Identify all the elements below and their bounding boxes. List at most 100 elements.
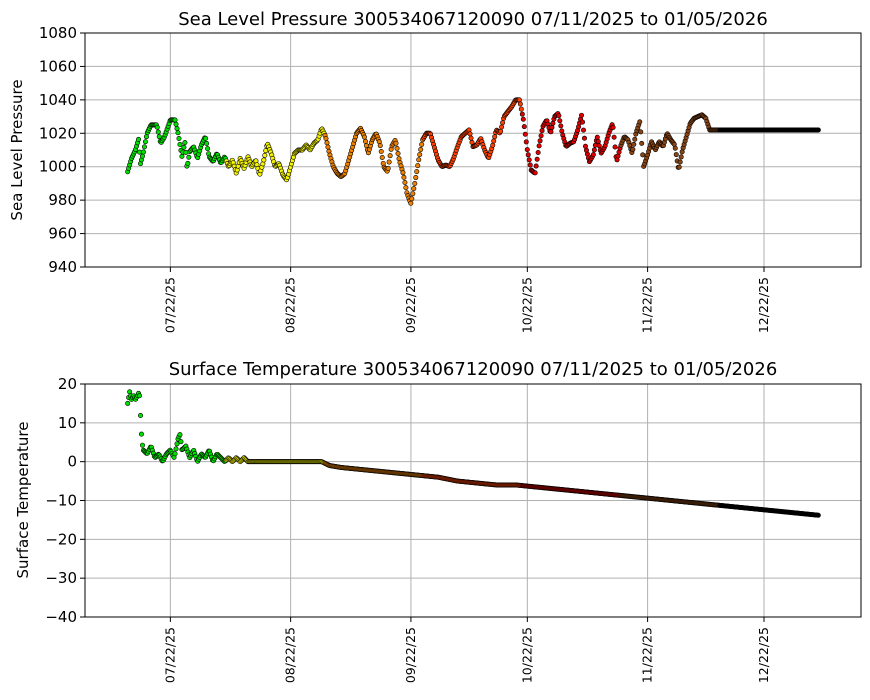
x-tick-label: 12/22/25 (756, 627, 771, 683)
data-point (518, 106, 524, 112)
data-point (182, 140, 188, 146)
x-tick-label: 10/22/25 (519, 277, 534, 333)
x-tick-label: 10/22/25 (519, 627, 534, 683)
data-point (418, 147, 424, 153)
data-point (520, 116, 526, 122)
data-point (517, 101, 523, 107)
data-point (177, 141, 183, 147)
data-point (173, 446, 179, 452)
data-point (379, 154, 385, 160)
data-point (679, 149, 685, 155)
y-tick-label: 1060 (39, 57, 77, 75)
data-points (125, 97, 821, 206)
y-tick-label: 980 (48, 191, 77, 209)
data-point (581, 135, 587, 141)
data-point (261, 157, 267, 163)
data-point (521, 124, 527, 130)
data-point (524, 147, 530, 153)
data-point (499, 124, 505, 130)
data-point (610, 124, 616, 130)
data-point (579, 112, 585, 118)
data-points (125, 389, 821, 518)
data-point (143, 134, 149, 140)
data-point (204, 141, 210, 147)
data-point (262, 152, 268, 158)
data-point (548, 129, 554, 135)
data-point (558, 123, 564, 129)
plot-frame (84, 32, 862, 268)
data-point (535, 149, 541, 155)
data-point (559, 128, 565, 134)
data-point (594, 134, 600, 140)
data-point (174, 441, 180, 447)
data-point (523, 139, 529, 145)
y-tick-label: 10 (58, 414, 77, 432)
data-point (181, 144, 187, 150)
data-point (385, 165, 391, 171)
data-point (416, 157, 422, 163)
data-point (415, 163, 421, 169)
y-tick-label: 0 (67, 453, 77, 471)
data-point (492, 134, 498, 140)
data-point (361, 134, 367, 140)
data-point (580, 127, 586, 133)
data-point (325, 144, 331, 150)
data-point (156, 134, 162, 140)
x-tick-label: 07/22/25 (162, 627, 177, 683)
data-point (638, 129, 644, 135)
data-point (556, 113, 562, 119)
data-point (673, 152, 679, 158)
data-point (640, 152, 646, 158)
data-point (387, 153, 393, 159)
data-point (136, 136, 142, 142)
data-point (815, 512, 821, 518)
data-point (534, 156, 540, 162)
y-tick-label: 20 (58, 375, 77, 393)
data-point (400, 170, 406, 176)
data-point (412, 180, 418, 186)
data-point (173, 121, 179, 127)
data-point (323, 135, 329, 141)
data-point (549, 125, 555, 131)
data-point (498, 128, 504, 134)
data-point (137, 393, 143, 399)
data-point (362, 138, 368, 144)
data-point (142, 139, 148, 145)
data-point (580, 119, 586, 125)
data-point (527, 162, 533, 168)
data-point (177, 432, 183, 438)
data-point (155, 129, 161, 135)
y-axis-label: Surface Temperature (14, 422, 32, 579)
data-point (417, 152, 423, 158)
data-point (141, 144, 147, 150)
data-point (533, 163, 539, 169)
data-point (401, 174, 407, 180)
data-point (172, 117, 178, 123)
x-tick-label: 07/22/25 (162, 277, 177, 333)
data-point (393, 140, 399, 146)
x-tick-label: 11/22/25 (640, 627, 655, 683)
data-point (403, 185, 409, 191)
y-tick-label: 1040 (39, 91, 77, 109)
data-point (467, 131, 473, 137)
y-tick-label: −30 (45, 569, 77, 587)
y-tick-label: 1080 (39, 24, 77, 42)
x-tick-label: 08/22/25 (283, 277, 298, 333)
data-point (677, 159, 683, 165)
y-tick-label: 940 (48, 258, 77, 276)
data-point (590, 152, 596, 158)
y-tick-label: −40 (45, 608, 77, 626)
y-tick-label: 1020 (39, 124, 77, 142)
data-point (522, 131, 528, 137)
data-point (176, 136, 182, 142)
data-point (377, 143, 383, 149)
data-point (500, 120, 506, 126)
data-point (539, 128, 545, 134)
data-point (526, 157, 532, 163)
data-point (591, 147, 597, 153)
data-point (516, 97, 522, 103)
x-tick-label: 11/22/25 (640, 277, 655, 333)
data-point (582, 143, 588, 149)
x-tick-label: 12/22/25 (756, 277, 771, 333)
